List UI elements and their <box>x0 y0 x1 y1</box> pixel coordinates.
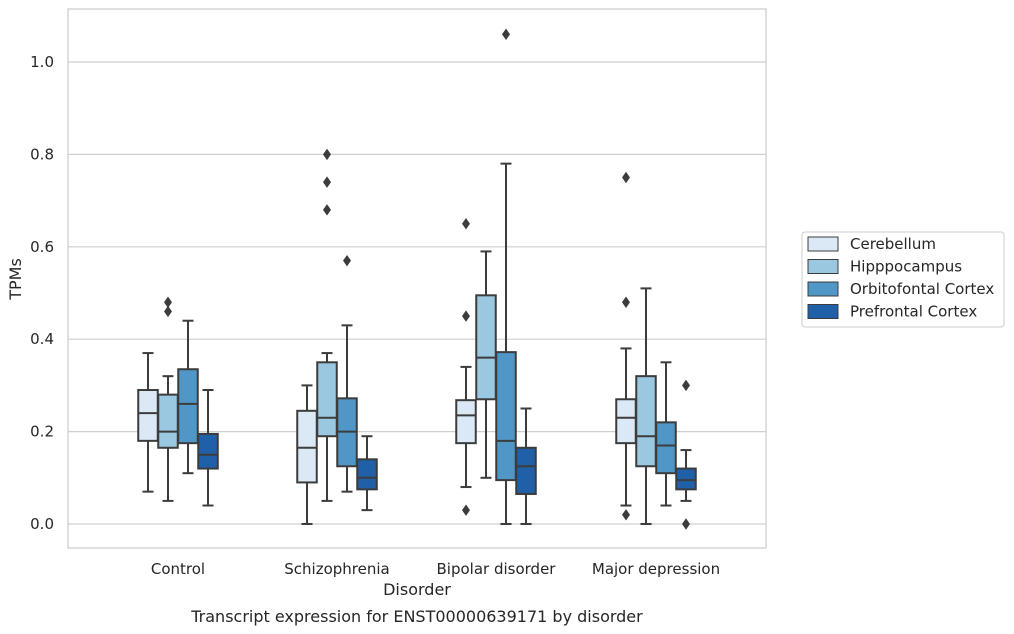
x-tick-label: Major depression <box>592 560 720 578</box>
outlier-point <box>462 310 470 322</box>
box-group <box>157 375 179 502</box>
y-axis-title: TPMs <box>6 258 25 301</box>
outlier-point <box>682 518 690 530</box>
box-group <box>177 319 199 475</box>
box-group <box>615 347 637 507</box>
outlier-point <box>323 148 331 161</box>
y-tick-label: 0.2 <box>30 423 54 441</box>
box <box>137 389 159 442</box>
box <box>177 368 199 445</box>
outlier-point <box>462 504 470 516</box>
x-tick-label: Control <box>151 560 205 578</box>
outliers-layer <box>164 28 690 530</box>
outlier-point <box>164 296 172 308</box>
box-group <box>495 162 517 525</box>
y-tick-label: 0.4 <box>30 330 54 348</box>
x-tick-labels: Control Schizophrenia Bipolar disorder Majo… <box>151 560 720 578</box>
legend-label: Hipppocampus <box>850 258 962 276</box>
legend-label: Prefrontal Cortex <box>850 303 977 321</box>
box-group <box>356 435 378 512</box>
y-tick-labels: 0.0 0.2 0.4 0.6 0.8 1.0 <box>30 53 54 533</box>
x-tick-label: Schizophrenia <box>284 560 389 578</box>
box-group <box>515 407 537 525</box>
boxes-layer <box>137 162 697 525</box>
box <box>157 393 179 449</box>
box <box>296 409 318 484</box>
legend-label: Cerebellum <box>850 235 936 253</box>
outlier-point <box>323 204 331 216</box>
box <box>515 446 537 495</box>
outlier-point <box>343 254 351 267</box>
box <box>455 399 477 445</box>
x-tick-label: Bipolar disorder <box>437 560 557 578</box>
outlier-point <box>164 305 172 318</box>
box-group <box>635 287 657 525</box>
box-group <box>475 250 497 479</box>
legend: Cerebellum Hipppocampus Orbitofontal Corte… <box>801 231 1005 328</box>
legend-swatch <box>807 236 839 252</box>
box <box>356 458 378 491</box>
y-tick-label: 1.0 <box>30 53 54 71</box>
y-tick-label: 0.6 <box>30 238 54 256</box>
legend-entries: Cerebellum Hipppocampus Orbitofontal Corte… <box>807 235 994 321</box>
box-group <box>675 449 697 502</box>
box <box>655 421 677 475</box>
box <box>197 432 219 470</box>
box-group <box>655 361 677 507</box>
outlier-point <box>323 176 331 188</box>
outlier-point <box>622 171 630 184</box>
outlier-point <box>622 296 630 308</box>
outlier-point <box>622 509 630 521</box>
y-tick-label: 0.8 <box>30 145 54 163</box>
box <box>316 361 338 438</box>
x-axis-title: Disorder <box>383 580 451 599</box>
legend-frame <box>801 231 1005 328</box>
box <box>635 375 657 468</box>
box-group <box>197 389 219 507</box>
box-group <box>455 365 477 489</box>
box-group <box>296 384 318 525</box>
box <box>675 467 697 491</box>
legend-swatch <box>807 281 839 297</box>
box-group <box>336 324 358 493</box>
outlier-point <box>502 28 510 40</box>
legend-label: Orbitofontal Cortex <box>850 280 994 298</box>
y-tick-label: 0.0 <box>30 515 54 533</box>
box <box>475 294 497 401</box>
outlier-point <box>682 379 690 392</box>
box <box>495 351 517 482</box>
chart-caption: Transcript expression for ENST0000063917… <box>190 607 643 626</box>
outlier-point <box>462 218 470 230</box>
box <box>615 398 637 445</box>
legend-swatch <box>807 259 839 274</box>
legend-swatch <box>807 304 839 319</box>
